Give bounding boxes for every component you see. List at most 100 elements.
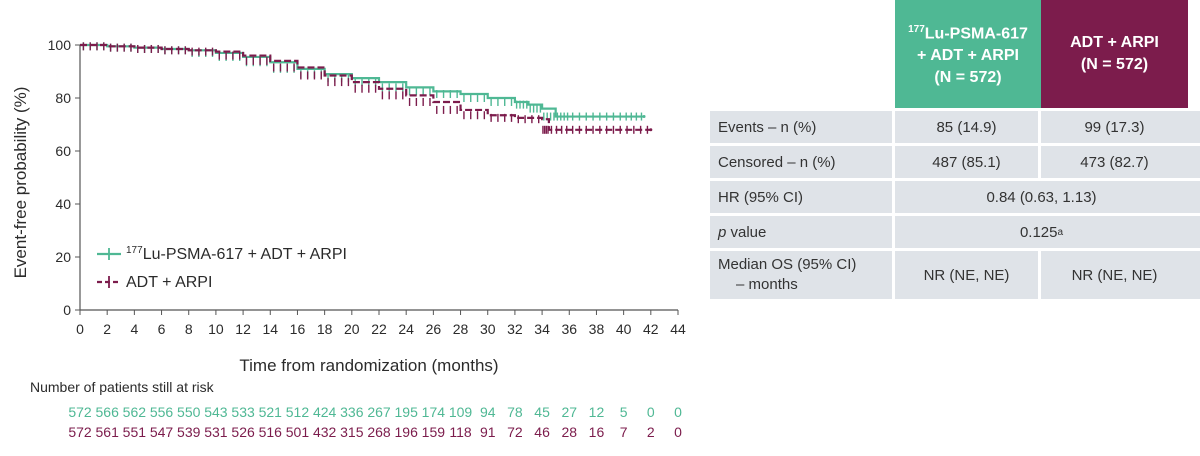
table-row-pvalue: p value 0.125 a	[710, 216, 1200, 248]
x-tick-label: 10	[208, 321, 224, 337]
at-risk-cell: 159	[422, 424, 446, 440]
at-risk-cell: 572	[68, 424, 92, 440]
x-tick-label: 2	[103, 321, 111, 337]
at-risk-table: 572 566 562 556 550 543 533 521 512 424 336 267 195 1…	[68, 404, 682, 440]
x-tick-label: 6	[158, 321, 166, 337]
hr-value: 0.84 (0.63, 1.13)	[986, 188, 1097, 206]
at-risk-cell: 556	[150, 404, 174, 420]
header-lu-line3: (N = 572)	[934, 69, 1002, 87]
table-header-blank	[710, 0, 895, 108]
x-tick-label: 14	[262, 321, 278, 337]
table-row-censored: Censored – n (%) 487 (85.1) 473 (82.7)	[710, 146, 1200, 178]
median-lu: NR (NE, NE)	[895, 251, 1041, 299]
header-lu-psma: 177Lu-PSMA-617 + ADT + ARPI (N = 572)	[895, 0, 1041, 108]
pvalue-label-p: p	[718, 223, 727, 241]
series-line-1	[80, 43, 651, 131]
x-tick-label: 8	[185, 321, 193, 337]
hr-label: HR (95% CI)	[710, 181, 895, 213]
at-risk-cell: 516	[259, 424, 283, 440]
at-risk-cell: 521	[259, 404, 283, 420]
at-risk-cell: 533	[231, 404, 255, 420]
at-risk-cell: 424	[313, 404, 337, 420]
at-risk-cell: 566	[96, 404, 120, 420]
x-tick-label: 18	[317, 321, 333, 337]
x-tick-label: 42	[643, 321, 659, 337]
y-tick-label: 60	[55, 143, 71, 159]
at-risk-cell: 94	[480, 404, 496, 420]
table-row-events: Events – n (%) 85 (14.9) 99 (17.3)	[710, 111, 1200, 143]
legend-item-lu: 177Lu-PSMA-617 + ADT + ARPI	[97, 245, 347, 263]
legend-label-lu-name: Lu-PSMA-617 + ADT + ARPI	[143, 246, 347, 263]
at-risk-cell: 526	[231, 424, 255, 440]
header-lu-line2: + ADT + ARPI	[917, 47, 1019, 65]
y-tick-label: 80	[55, 90, 71, 106]
legend-label-lu: 177Lu-PSMA-617 + ADT + ARPI	[126, 245, 347, 263]
at-risk-cell: 543	[204, 404, 228, 420]
header-lu-sup: 177	[908, 23, 925, 35]
at-risk-cell: 174	[422, 404, 446, 420]
y-tick-label: 40	[55, 196, 71, 212]
at-risk-cell: 547	[150, 424, 174, 440]
at-risk-cell: 5	[620, 404, 628, 420]
header-adt-line2: (N = 572)	[1080, 56, 1149, 73]
results-table: 177Lu-PSMA-617 + ADT + ARPI (N = 572) AD…	[710, 0, 1200, 299]
at-risk-cell: 539	[177, 424, 201, 440]
x-axis-label: Time from randomization (months)	[239, 356, 498, 375]
x-tick-label: 22	[371, 321, 387, 337]
at-risk-cell: 551	[123, 424, 147, 440]
at-risk-cell: 0	[647, 404, 655, 420]
series-end-point-1	[649, 128, 653, 132]
at-risk-cell: 550	[177, 404, 201, 420]
at-risk-cell: 109	[449, 404, 473, 420]
x-tick-label: 12	[235, 321, 251, 337]
at-risk-cell: 268	[367, 424, 391, 440]
at-risk-cell: 7	[620, 424, 628, 440]
events-label: Events – n (%)	[710, 111, 895, 143]
at-risk-cell: 72	[507, 424, 523, 440]
at-risk-cell: 16	[589, 424, 605, 440]
median-label: Median OS (95% CI) – months	[710, 251, 895, 299]
x-tick-label: 44	[670, 321, 686, 337]
median-adt: NR (NE, NE)	[1071, 266, 1158, 284]
x-tick-label: 34	[534, 321, 550, 337]
x-tick-label: 26	[426, 321, 442, 337]
censored-adt: 473 (82.7)	[1080, 153, 1149, 171]
pvalue-label-rest: value	[726, 223, 767, 241]
pvalue-label: p value	[710, 216, 895, 248]
median-label-line1: Median OS (95% CI)	[718, 256, 857, 273]
median-label-line2: – months	[736, 276, 798, 293]
x-tick-label: 20	[344, 321, 360, 337]
x-tick-label: 28	[453, 321, 469, 337]
series-end-point-0	[642, 115, 646, 119]
table-header-row: 177Lu-PSMA-617 + ADT + ARPI (N = 572) AD…	[710, 0, 1200, 108]
x-tick-label: 32	[507, 321, 523, 337]
header-adt-line1: ADT + ARPI	[1070, 34, 1159, 51]
table-row-median: Median OS (95% CI) – months NR (NE, NE) …	[710, 251, 1200, 299]
header-lu-line1: Lu-PSMA-617	[924, 25, 1028, 43]
legend-label-lu-sup: 177	[126, 245, 143, 256]
at-risk-cell: 0	[674, 424, 682, 440]
at-risk-cell: 315	[340, 424, 364, 440]
x-tick-label: 36	[561, 321, 577, 337]
y-tick-label: 20	[55, 249, 71, 265]
at-risk-cell: 561	[96, 424, 120, 440]
legend: 177Lu-PSMA-617 + ADT + ARPI ADT + ARPI	[97, 245, 347, 291]
at-risk-cell: 531	[204, 424, 228, 440]
pvalue-number: 0.125	[1019, 223, 1058, 241]
x-tick-label: 38	[589, 321, 605, 337]
censored-lu: 487 (85.1)	[895, 146, 1041, 178]
at-risk-cell: 512	[286, 404, 310, 420]
x-tick-label: 30	[480, 321, 496, 337]
events-lu: 85 (14.9)	[895, 111, 1041, 143]
at-risk-cell: 28	[561, 424, 577, 440]
at-risk-cell: 336	[340, 404, 364, 420]
x-tick-label: 4	[130, 321, 138, 337]
at-risk-cell: 45	[534, 404, 550, 420]
at-risk-cell: 501	[286, 424, 310, 440]
censored-label: Censored – n (%)	[710, 146, 895, 178]
at-risk-cell: 46	[534, 424, 550, 440]
y-tick-label: 0	[63, 302, 71, 318]
x-tick-label: 0	[76, 321, 84, 337]
at-risk-cell: 267	[367, 404, 391, 420]
x-tick-label: 16	[290, 321, 306, 337]
